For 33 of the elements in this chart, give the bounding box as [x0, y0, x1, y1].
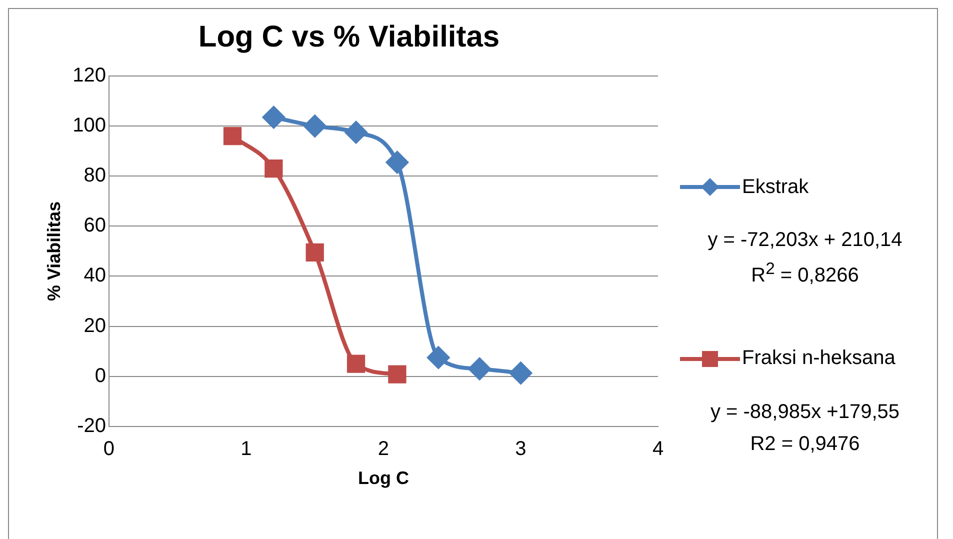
text: y = -72,203x + 210,14 — [708, 229, 902, 251]
y-axis-title: % Viabilitas — [44, 201, 64, 302]
legend-label: Fraksi n-heksana — [742, 347, 896, 370]
point — [262, 106, 285, 128]
y-tick-label: 40 — [84, 264, 106, 287]
point — [264, 160, 283, 178]
y-tick-label: 80 — [84, 164, 106, 187]
text: R$^{2}$ = 0,8266 — [751, 259, 859, 287]
legend-label: Ekstrak — [742, 176, 809, 198]
point — [388, 365, 406, 384]
point — [510, 362, 532, 384]
x-tick-label: 2 — [378, 438, 390, 460]
chart-title: Log C vs % Viabilitas — [198, 20, 500, 54]
point — [345, 121, 368, 144]
y-tick-label: 60 — [84, 214, 106, 237]
point — [304, 115, 326, 138]
x-tick-label: 3 — [515, 438, 526, 460]
y-tick-label: 0 — [94, 364, 106, 387]
text: y = -88,985x +179,55 — [710, 400, 900, 423]
y-tick-label: 20 — [84, 314, 106, 337]
x-axis-title: Log C — [358, 468, 409, 488]
y-tick-label: -20 — [77, 414, 106, 437]
y-tick-label: 120 — [72, 64, 106, 87]
x-tick-label: 1 — [240, 438, 252, 460]
x-tick-label: 4 — [652, 438, 664, 460]
text: R2 = 0,9476 — [750, 432, 860, 455]
point — [386, 151, 408, 174]
point — [306, 243, 324, 262]
y-tick-label: 100 — [72, 114, 106, 137]
point — [427, 346, 450, 369]
point — [346, 354, 366, 373]
point — [223, 127, 242, 146]
point — [468, 358, 491, 380]
